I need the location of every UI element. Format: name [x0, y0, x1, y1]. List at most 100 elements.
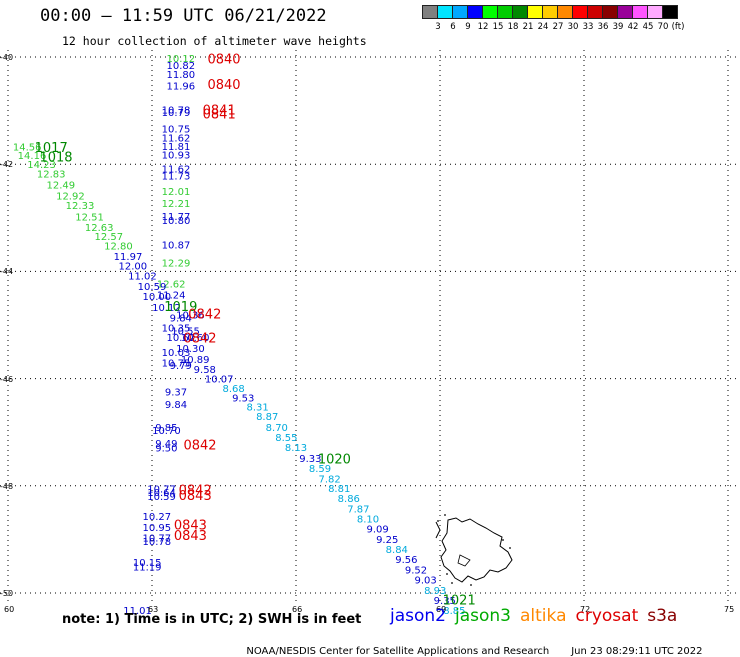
wave-height-value: 10.70 [152, 426, 181, 437]
wave-height-value: 9.52 [405, 565, 427, 576]
wave-height-value: 8.84 [386, 545, 408, 556]
wave-height-value: 9.79 [170, 361, 192, 372]
wave-height-value: 9.56 [395, 555, 417, 566]
islet [437, 520, 439, 522]
wave-height-value: 10.00 [142, 292, 171, 303]
generation-timestamp: Jun 23 08:29:11 UTC 2022 [571, 646, 703, 657]
credit-line: NOAA/NESDIS Center for Satellite Applica… [240, 635, 702, 657]
footnote: note: 1) Time is in UTC; 2) SWH is in fe… [62, 612, 362, 627]
legend-label: 70 [657, 22, 669, 32]
wave-height-value: 11.19 [133, 563, 162, 574]
pass-time-label: 1018 [39, 151, 72, 166]
wave-height-value: 10.77 [147, 484, 176, 495]
longitude-label: 72 [580, 605, 591, 614]
wave-height-value: 9.53 [232, 393, 254, 404]
longitude-label: 60 [4, 605, 15, 614]
wave-height-value: 10.59 [147, 492, 176, 503]
pass-time-label: 0842 [183, 439, 216, 454]
wave-height-value: 11.24 [157, 290, 186, 301]
latitude-label: -42 [0, 160, 14, 170]
wave-height-value: 10.30 [176, 344, 205, 355]
wave-height-value: 10.80 [162, 216, 191, 227]
islet [451, 582, 453, 584]
wave-height-value: 8.10 [357, 514, 379, 525]
wave-height-value: 9.58 [194, 365, 216, 376]
wave-height-value: 11.97 [114, 252, 143, 263]
wave-height-value: 10.59 [138, 282, 167, 293]
wave-height-value: 10.27 [142, 512, 171, 523]
wave-height-value: 10.95 [142, 523, 171, 534]
latitude-label: -44 [0, 267, 14, 277]
wave-height-value: 9.35 [434, 596, 456, 607]
wave-height-value: 12.62 [157, 280, 186, 291]
pass-time-label: 0843 [179, 489, 212, 504]
wave-height-value: 7.87 [347, 504, 369, 515]
satellite-altika: altika [520, 606, 567, 626]
legend-label: 6 [450, 22, 456, 32]
longitude-label: 75 [724, 605, 735, 614]
wave-height-value: 10.89 [181, 355, 210, 366]
wave-height-value: 10.35 [162, 324, 191, 335]
latitude-label: -50 [0, 589, 14, 598]
color-legend [422, 5, 678, 19]
wave-height-value: 8.70 [266, 423, 288, 434]
legend-label: 24 [537, 22, 549, 32]
pass-time-labels: 0840084008410841101710181019084208420842… [35, 53, 476, 609]
credit-text: NOAA/NESDIS Center for Satellite Applica… [246, 646, 550, 657]
legend-label: 36 [597, 22, 609, 32]
wave-height-value: 9.50 [155, 444, 177, 455]
wave-height-value: 11.96 [166, 81, 195, 92]
wave-height-value: 10.15 [133, 558, 162, 569]
wave-height-value: 11.81 [162, 142, 191, 153]
satellite-legend: jason2 jason3 altika cryosat s3a [390, 606, 686, 626]
legend-label: 3 [435, 22, 441, 32]
pass-time-label: 0841 [203, 107, 236, 122]
wave-height-value: 12.21 [162, 199, 191, 210]
wave-height-value: 11.01 [123, 606, 152, 617]
wave-height-value: 10.55 [171, 326, 200, 337]
wave-height-value: 11.80 [166, 70, 195, 81]
wave-height-value: 8.13 [285, 443, 307, 454]
wave-height-value: 10.77 [142, 533, 171, 544]
wave-height-value: 10.78 [142, 537, 171, 548]
wave-height-value: 10.60 [181, 333, 210, 344]
wave-height-value: 10.12 [152, 303, 181, 314]
wave-height-value: 9.84 [170, 313, 192, 324]
wave-height-value: 10.75 [162, 359, 191, 370]
wave-height-value: 11.62 [162, 133, 191, 144]
wave-height-value: 9.85 [155, 423, 177, 434]
wave-height-value: 12.63 [85, 223, 114, 234]
pass-time-label: 0842 [179, 484, 212, 499]
legend-label: 9 [465, 22, 471, 32]
pass-time-label: 0840 [207, 78, 240, 93]
wave-height-value: 8.68 [222, 384, 244, 395]
legend-unit: (ft) [671, 22, 685, 32]
legend-label: 12 [477, 22, 489, 32]
wave-height-value: 14.23 [27, 160, 56, 171]
legend-label: 18 [507, 22, 519, 32]
wave-height-value: 9.25 [376, 535, 398, 546]
wave-height-value: 8.81 [328, 484, 350, 495]
pass-time-label: 1021 [443, 593, 476, 608]
wave-height-value: 10.03 [162, 348, 191, 359]
wave-height-value: 10.87 [162, 241, 191, 252]
satellite-jason2: jason2 [390, 606, 446, 626]
chart-title: 00:00 – 11:59 UTC 06/21/2022 [40, 6, 327, 26]
legend-label: 45 [642, 22, 654, 32]
color-legend-labels: 3 6 9 12 15 18 21 24 27 30 33 36 39 42 45 70 (ft) [422, 22, 740, 34]
wave-height-value: 10.07 [205, 375, 234, 386]
wave-height-value: 11.77 [162, 212, 191, 223]
wave-height-value: 8.86 [338, 494, 360, 505]
longitude-label: 69 [436, 605, 447, 614]
kerguelen-island-outline [435, 514, 513, 586]
wave-height-value: 12.51 [75, 213, 104, 224]
wave-height-value: 12.01 [162, 187, 191, 198]
wave-height-value: 10.82 [166, 61, 195, 72]
satellite-s3a: s3a [647, 606, 678, 626]
wave-height-value: 8.87 [256, 412, 278, 423]
wave-height-value: 8.93 [424, 586, 446, 597]
pass-time-label: 0842 [183, 331, 216, 346]
wave-height-value: 9.33 [299, 454, 321, 465]
satellite-cryosat: cryosat [575, 606, 639, 626]
pass-time-label: 0843 [174, 529, 207, 544]
